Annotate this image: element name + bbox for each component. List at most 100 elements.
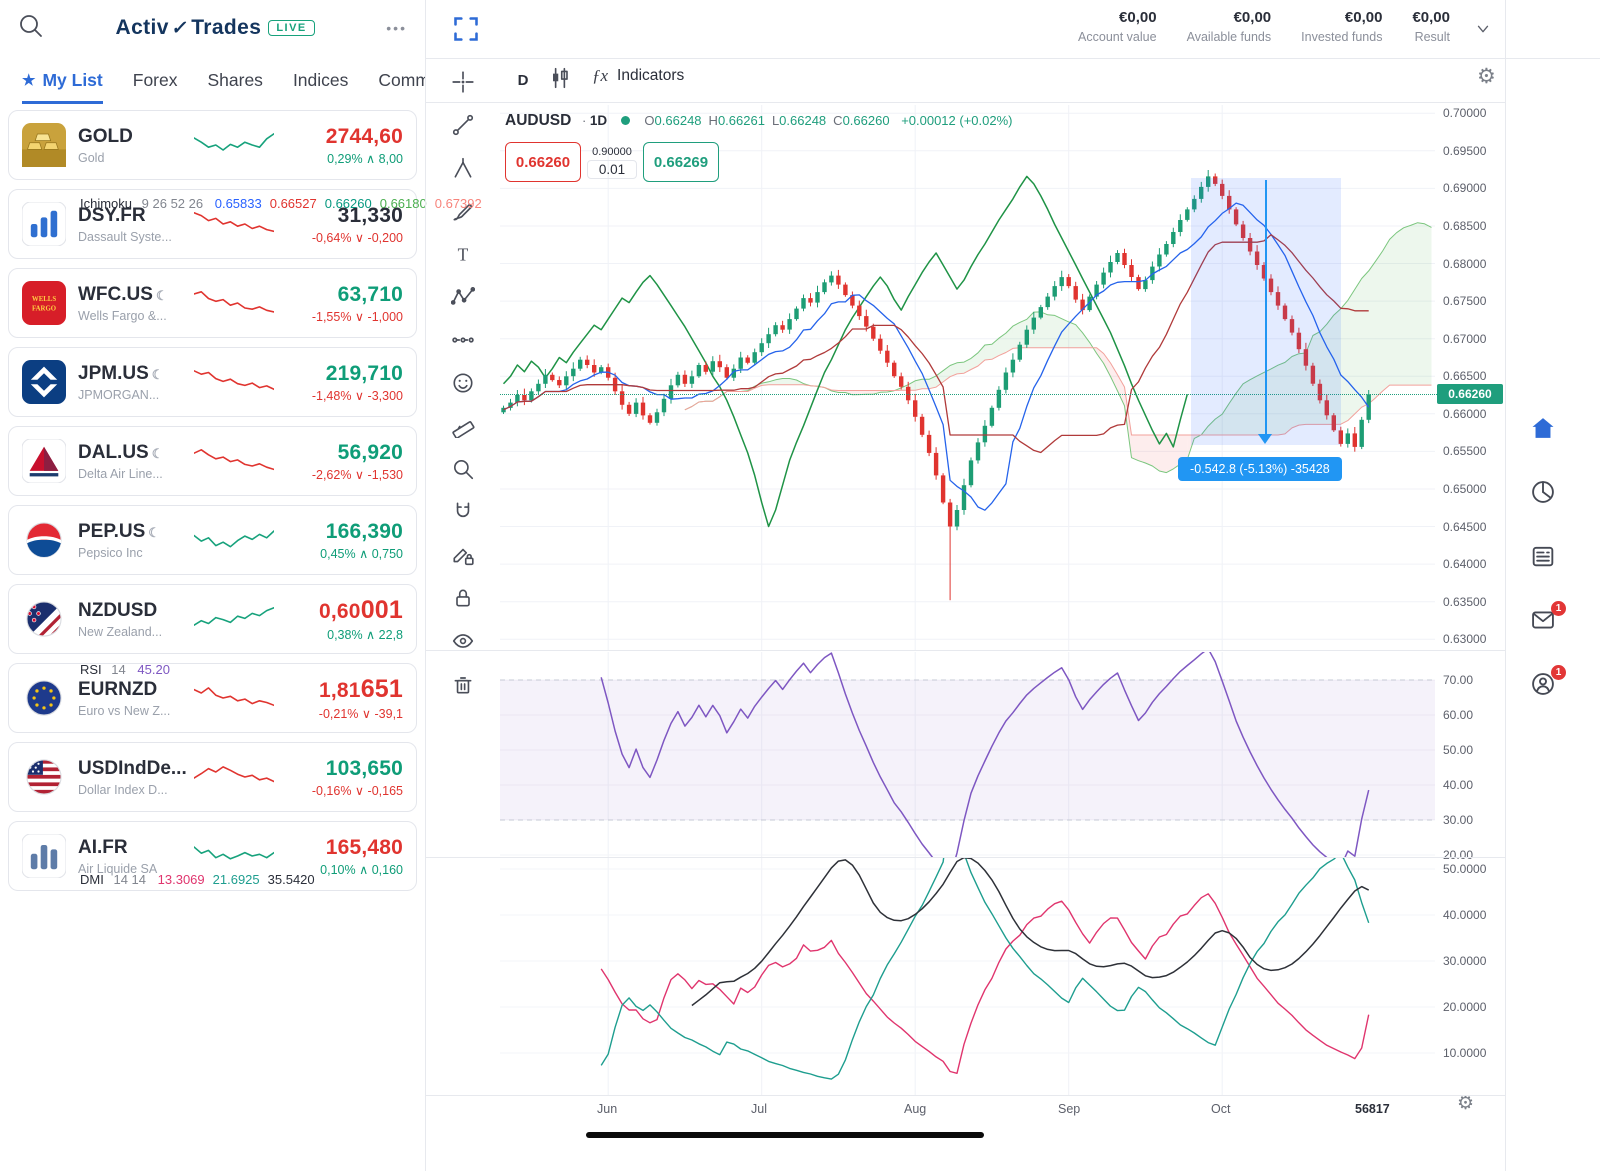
instrument-names: PEP.US ☾ Pepsico Inc — [78, 521, 194, 560]
home-indicator-bar[interactable] — [586, 1132, 984, 1138]
instrument-price: 2744,60 — [325, 124, 403, 148]
watchlist-item-USDIndDe[interactable]: USDIndDe... Dollar Index D... 103,650 -0… — [8, 742, 417, 812]
chart-legend: AUDUSD · 1D O0.66248 H0.66261 L0.66248 C0.6… — [505, 112, 1013, 130]
instrument-symbol: WFC.US ☾ — [78, 283, 168, 305]
pie-icon[interactable] — [1529, 478, 1559, 508]
time-axis-gear-icon[interactable]: ⚙ — [1457, 1093, 1475, 1114]
eye-icon[interactable] — [451, 629, 475, 653]
watchlist-item-PEPUS[interactable]: PEP.US ☾ Pepsico Inc 166,390 0,45% ∧ 0,75… — [8, 505, 417, 575]
trash-icon[interactable] — [451, 672, 475, 696]
crosshair-icon[interactable] — [451, 70, 475, 94]
pane-divider-1 — [425, 650, 1505, 651]
tab-label: Forex — [132, 69, 178, 90]
buy-button[interactable]: 0.66269 — [643, 142, 719, 182]
pitchfork-icon[interactable] — [451, 156, 475, 180]
account-metric: €0,00 Invested funds — [1301, 9, 1382, 44]
tab-shares[interactable]: Shares — [207, 56, 262, 104]
rsi-pane[interactable] — [500, 652, 1435, 858]
sidebar-divider — [425, 0, 426, 1171]
instrument-logo — [22, 676, 66, 720]
watchlist-item-DALUS[interactable]: DAL.US ☾ Delta Air Line... 56,920 -2,62% … — [8, 426, 417, 496]
y-axis-label: 0.63500 — [1443, 595, 1487, 609]
tab-indices[interactable]: Indices — [293, 56, 348, 104]
ichimoku-value: 0.67392 — [434, 196, 482, 211]
instrument-quote: 56,920 -2,62% ∨ -1,530 — [274, 441, 403, 482]
trendline-icon[interactable] — [451, 113, 475, 137]
y-axis-label: 0.64000 — [1443, 557, 1487, 571]
timeframe-button[interactable]: D — [508, 65, 538, 95]
y-axis-label: 0.67000 — [1443, 332, 1487, 346]
dmi-pane[interactable] — [500, 858, 1435, 1095]
tab-label: Comm — [378, 69, 425, 90]
y-axis-label: 50.00 — [1443, 743, 1474, 757]
sell-button[interactable]: 0.66260 — [505, 142, 581, 182]
tab-forex[interactable]: Forex — [133, 56, 178, 104]
instrument-logo: WELLS FARGO — [22, 281, 66, 325]
account-chevron-down-icon[interactable] — [1474, 20, 1492, 43]
watchlist-item-EURNZD[interactable]: EURNZD Euro vs New Z... 1,81651 -0,21% ∨… — [8, 663, 417, 733]
instrument-name: Delta Air Line... — [78, 466, 163, 481]
watchlist-item-DSYFR[interactable]: DSY.FR Dassault Syste... 31,330 -0,64% ∨… — [8, 189, 417, 259]
draw-lock-icon[interactable] — [451, 543, 475, 567]
order-panel: 0.66260 0.90000 0.01 0.66269 — [505, 142, 719, 182]
chart-settings-gear-icon[interactable]: ⚙ — [1477, 65, 1496, 88]
lock-icon[interactable] — [451, 586, 475, 610]
watchlist-item-GOLD[interactable]: GOLD Gold 2744,60 0,29% ∧ 8,00 — [8, 110, 417, 180]
sparkline-chart — [194, 370, 274, 391]
instrument-name: Gold — [78, 150, 105, 165]
mail-icon[interactable]: 1 — [1529, 601, 1566, 636]
sparkline-chart — [194, 530, 274, 548]
ohlc-value: 0.66261 — [717, 113, 765, 128]
dmi-params: 14 14 — [113, 872, 147, 887]
instrument-names: NZDUSD New Zealand... — [78, 600, 194, 639]
prediction-icon[interactable] — [451, 328, 475, 352]
instrument-logo — [22, 597, 66, 641]
instrument-change: -0,64% ∨ -0,200 — [311, 230, 403, 245]
ohlc-value: 0.66260 — [842, 113, 890, 128]
tab-label: Shares — [207, 69, 263, 90]
more-menu-button[interactable]: ••• — [386, 20, 407, 36]
support-icon[interactable]: 1 — [1529, 665, 1566, 700]
chart-type-candles-icon[interactable] — [548, 66, 572, 95]
x-axis-label: Sep — [1058, 1102, 1081, 1116]
instrument-price: 219,710 — [325, 361, 403, 385]
ohlc-key: H — [708, 113, 718, 128]
measure-arrow-line — [1265, 179, 1268, 434]
brush-icon[interactable] — [451, 199, 475, 223]
account-metric-value: €0,00 — [1119, 9, 1157, 26]
instrument-name: New Zealand... — [78, 624, 163, 639]
news-icon[interactable] — [1529, 542, 1559, 572]
instrument-change: 0,38% ∧ 22,8 — [327, 628, 403, 642]
pattern-icon[interactable] — [450, 285, 476, 309]
y-axis-label: 0.65500 — [1443, 444, 1487, 458]
emoji-icon[interactable] — [451, 371, 475, 395]
tab-my-list[interactable]: ★ My List — [22, 56, 103, 104]
y-axis-label: 40.0000 — [1443, 908, 1487, 922]
watchlist-item-NZDUSD[interactable]: NZDUSD New Zealand... 0,60001 0,38% ∧ 22… — [8, 584, 417, 654]
magnet-icon[interactable] — [451, 500, 475, 524]
watchlist-item-JPMUS[interactable]: JPM.US ☾ JPMORGAN... 219,710 -1,48% ∨ -3,… — [8, 347, 417, 417]
home-icon[interactable] — [1529, 414, 1559, 444]
instrument-change: 0,45% ∧ 0,750 — [320, 546, 403, 561]
dmi-legend: DMI 14 14 13.3069 21.6925 35.5420 — [80, 872, 315, 887]
spread-top-value: 0.90000 — [592, 145, 632, 158]
rsi-label: RSI — [80, 662, 102, 677]
instrument-name: Dollar Index D... — [78, 782, 168, 797]
y-axis-label: 60.00 — [1443, 708, 1474, 722]
legend-symbol: AUDUSD — [505, 112, 572, 129]
text-icon[interactable]: T — [451, 242, 475, 266]
watchlist-item-WFCUS[interactable]: WELLS FARGO WFC.US ☾ Wells Fargo &... 63,7… — [8, 268, 417, 338]
search-icon[interactable] — [18, 13, 44, 44]
sparkline-chart — [194, 607, 274, 627]
ruler-icon[interactable] — [451, 414, 475, 439]
zoom-icon[interactable] — [451, 457, 475, 481]
ohlc-key: C — [833, 113, 843, 128]
instrument-names: WFC.US ☾ Wells Fargo &... — [78, 284, 194, 323]
fullscreen-icon[interactable] — [452, 15, 480, 48]
tab-comm[interactable]: Comm — [378, 56, 425, 104]
indicators-button[interactable]: ƒx Indicators — [592, 66, 684, 86]
watchlist-item-AIFR[interactable]: AI.FR Air Liquide SA 165,480 0,10% ∧ 0,1… — [8, 821, 417, 891]
instrument-logo — [22, 202, 66, 246]
y-axis-label: 30.00 — [1443, 813, 1474, 827]
market-closed-moon-icon: ☾ — [151, 366, 164, 382]
